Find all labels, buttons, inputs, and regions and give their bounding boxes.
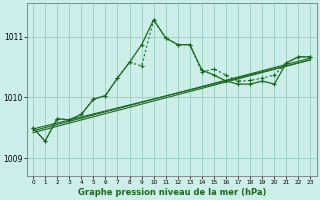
X-axis label: Graphe pression niveau de la mer (hPa): Graphe pression niveau de la mer (hPa) xyxy=(77,188,266,197)
